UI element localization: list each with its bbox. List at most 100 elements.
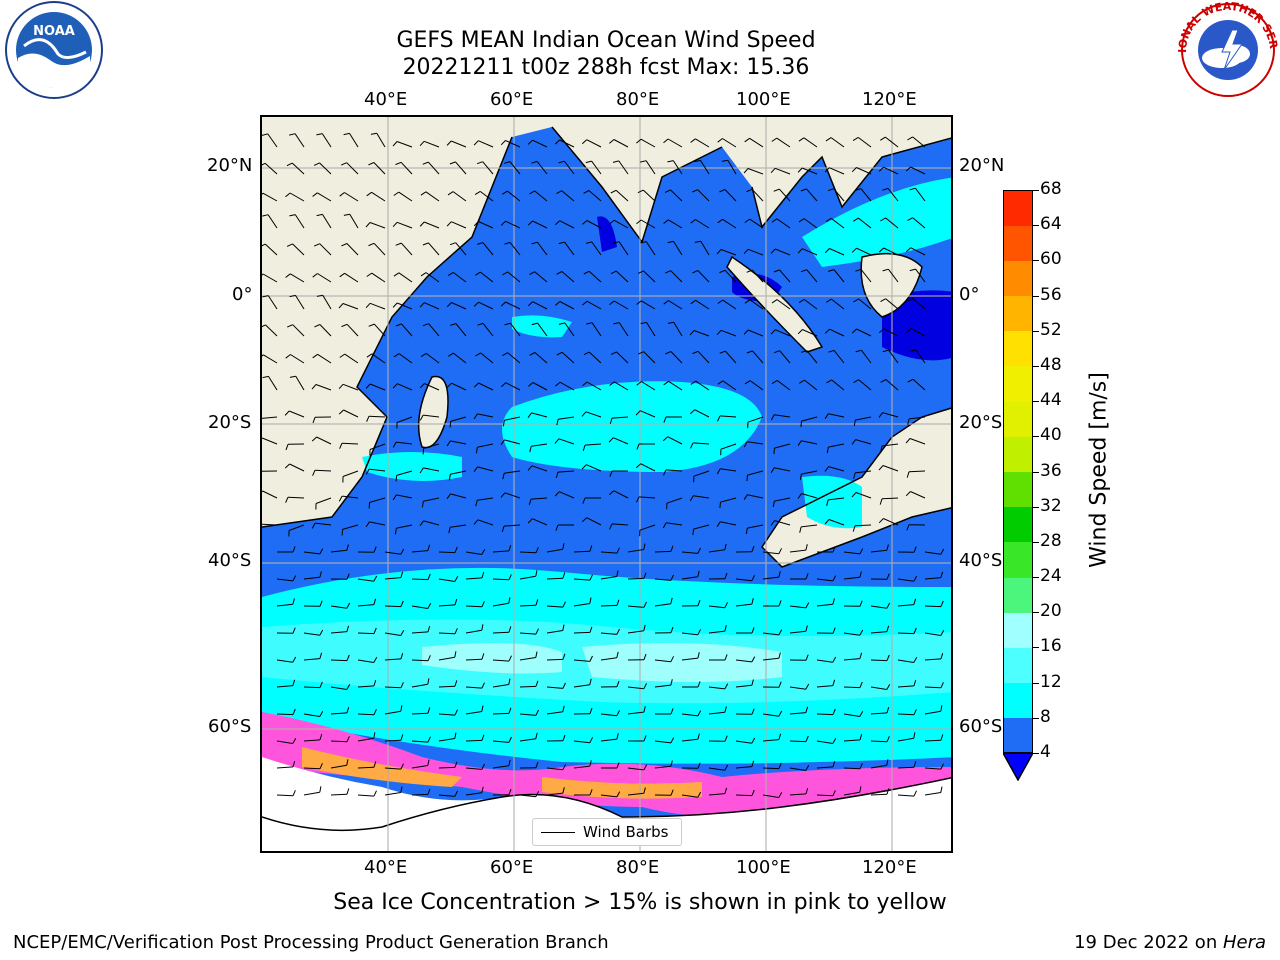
wind-barb xyxy=(573,578,591,581)
wind-barb xyxy=(843,658,860,661)
wind-barb-flag xyxy=(913,546,917,553)
wind-barb-flag xyxy=(907,418,910,425)
wind-barb-flag xyxy=(940,600,944,607)
wind-barb xyxy=(357,659,374,663)
wind-barb-flag xyxy=(778,548,783,554)
wind-barb xyxy=(330,686,347,690)
wind-barb-flag xyxy=(724,683,729,690)
wind-barb xyxy=(262,523,278,526)
wind-barb-flag xyxy=(697,570,700,577)
wind-barb xyxy=(519,632,537,635)
wind-barb xyxy=(708,686,725,690)
wind-barb-flag xyxy=(419,302,425,308)
wind-barb xyxy=(400,242,413,256)
wind-barb xyxy=(344,353,359,364)
lat-tick-right: 0° xyxy=(959,284,980,305)
wind-barb-flag xyxy=(454,680,458,687)
wind-barb xyxy=(349,133,359,148)
wind-barb xyxy=(909,416,926,420)
wind-barb-flag xyxy=(613,322,620,325)
wind-barb xyxy=(924,710,941,715)
wind-barb-flag xyxy=(338,495,343,502)
wind-barb xyxy=(645,241,656,256)
wind-barb-flag xyxy=(475,352,481,357)
wind-barb-flag xyxy=(346,625,350,632)
wind-barb xyxy=(438,578,455,582)
wind-barb-flag xyxy=(419,520,424,526)
antarctica xyxy=(262,757,951,851)
wind-barb xyxy=(816,659,833,663)
colorbar-tick-mark xyxy=(1033,577,1039,579)
wind-barb-flag xyxy=(562,787,565,794)
wind-barb-flag xyxy=(508,597,511,604)
wind-barb-flag xyxy=(292,790,296,796)
wind-barb xyxy=(477,519,494,526)
wind-barb-flag xyxy=(690,138,696,143)
wind-barb xyxy=(561,190,575,202)
wind-barb xyxy=(263,354,278,364)
lon-tick-top: 60°E xyxy=(490,89,534,110)
wind-barb-flag xyxy=(805,573,809,580)
wind-barb-flag xyxy=(473,140,479,146)
wind-barb xyxy=(561,271,575,283)
wind-barb-flag xyxy=(909,268,916,272)
wind-barb xyxy=(492,602,509,607)
wind-barb-flag xyxy=(616,599,620,606)
wind-barb-flag xyxy=(529,352,536,356)
wind-barb-flag xyxy=(427,759,430,766)
wind-barb xyxy=(681,794,698,798)
wind-barb-flag xyxy=(454,732,457,739)
wind-barb-flag xyxy=(940,682,944,688)
wind-barb xyxy=(455,161,467,175)
wind-barb xyxy=(831,379,845,391)
colorbar-tick-mark xyxy=(1033,753,1039,754)
wind-barb xyxy=(262,437,278,445)
wind-barb-flag xyxy=(880,136,886,141)
wind-barb-flag xyxy=(880,379,887,383)
wind-barb-flag xyxy=(481,549,486,555)
wind-barb-flag xyxy=(400,630,405,636)
wind-barb xyxy=(747,416,764,423)
wind-barb xyxy=(643,270,656,283)
colorbar-tick-mark xyxy=(1033,541,1039,543)
colorbar-segment xyxy=(1003,190,1033,226)
wind-barb-flag xyxy=(562,624,565,631)
wind-barb xyxy=(643,351,656,364)
wind-barb xyxy=(779,269,791,283)
colorbar-tick-label: 40 xyxy=(1040,425,1062,446)
wind-barb xyxy=(573,631,591,634)
wind-barb-flag xyxy=(798,298,805,304)
colorbar-tick-mark xyxy=(1033,260,1039,262)
wind-barb-flag xyxy=(319,629,324,636)
colorbar-tick-mark xyxy=(1033,717,1039,719)
wind-barb xyxy=(627,686,644,690)
wind-barb-flag xyxy=(589,545,593,552)
wind-barb-flag xyxy=(262,295,269,298)
map-legend: Wind Barbs xyxy=(532,818,682,846)
wind-barb-flag xyxy=(473,382,479,388)
wind-barb xyxy=(775,248,791,256)
wind-barb-flag xyxy=(508,626,512,633)
wind-barb-flag xyxy=(289,214,296,217)
wind-barb-flag xyxy=(697,652,700,659)
wind-barb-flag xyxy=(826,447,829,454)
wind-barb xyxy=(843,791,860,796)
wind-barb-flag xyxy=(554,139,560,145)
wind-barb xyxy=(885,379,899,391)
wind-barb xyxy=(505,220,521,229)
wind-barb-flag xyxy=(500,382,507,388)
wind-barb xyxy=(600,794,617,798)
wind-barb-flag xyxy=(635,410,641,416)
wind-barb-flag xyxy=(446,493,451,499)
wind-barb xyxy=(910,166,926,175)
wind-barb xyxy=(735,603,752,607)
wind-barb-flag xyxy=(292,656,297,663)
wind-barb xyxy=(505,382,521,391)
wind-barb-flag xyxy=(558,322,565,325)
wind-barb-flag xyxy=(341,323,348,328)
lat-tick-left: 0° xyxy=(232,284,253,305)
wind-barb-flag xyxy=(771,299,778,304)
wind-barb-flag xyxy=(670,789,674,796)
wind-barb xyxy=(843,576,860,580)
wind-barb-flag xyxy=(448,474,451,481)
